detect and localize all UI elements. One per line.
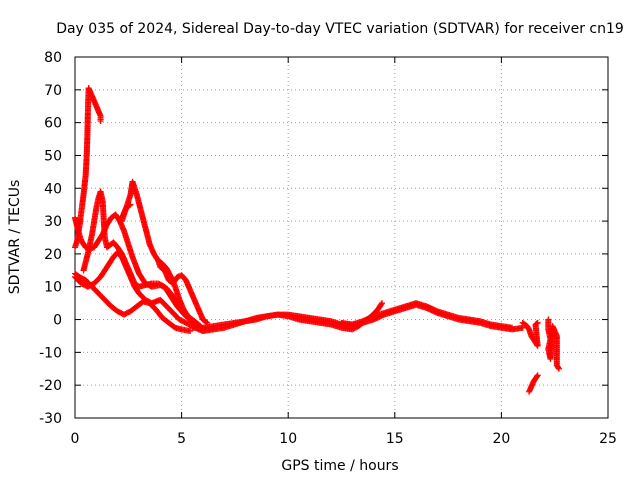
data-point	[187, 328, 194, 335]
grid	[75, 57, 608, 418]
series-trace-g	[118, 201, 211, 326]
plot-frame	[74, 56, 609, 419]
data-point	[509, 324, 516, 331]
y-tick-label: 40	[44, 181, 62, 197]
x-tick-label: 0	[71, 431, 80, 447]
y-tick-label: -30	[39, 411, 62, 427]
x-tick-label: 15	[386, 431, 404, 447]
y-tick-label: 20	[44, 247, 62, 263]
y-tick-label: 60	[44, 116, 62, 132]
series-scatter-tail	[519, 316, 562, 395]
data-point	[127, 201, 134, 208]
y-tick-label: 80	[44, 50, 62, 66]
y-tick-label: 50	[44, 148, 62, 164]
series-trace-d	[72, 270, 194, 335]
y-tick-label: -10	[39, 345, 62, 361]
data-point	[533, 320, 540, 327]
chart-title: Day 035 of 2024, Sidereal Day-to-day VTE…	[56, 21, 624, 37]
data-point	[555, 364, 562, 371]
y-tick-label: -20	[39, 378, 62, 394]
x-tick-label: 25	[599, 431, 617, 447]
x-tick-label: 10	[279, 431, 297, 447]
x-tick-label: 5	[177, 431, 186, 447]
y-tick-label: 0	[53, 313, 62, 329]
data-point	[534, 372, 541, 379]
data-point	[555, 365, 562, 372]
x-tick-label: 20	[492, 431, 510, 447]
data-point	[203, 319, 210, 326]
series-trace-j	[338, 300, 516, 331]
series-trace-c	[72, 249, 206, 335]
x-axis-title: GPS time / hours	[281, 458, 398, 474]
y-tick-label: 70	[44, 83, 62, 99]
series-trace-b	[72, 85, 104, 251]
data-point	[379, 300, 386, 307]
data-point	[126, 202, 133, 209]
y-tick-label: 30	[44, 214, 62, 230]
data-point	[97, 117, 104, 124]
data-point	[378, 301, 385, 308]
data-point	[533, 373, 540, 380]
series-trace-i	[199, 300, 386, 335]
data-marks	[72, 85, 562, 395]
y-tick-label: 10	[44, 280, 62, 296]
y-axis-title: SDTVAR / TECUs	[7, 180, 23, 295]
data-point	[534, 319, 541, 326]
axis-ticks: 0 5 10 15 20 25 -30 -20 -10 0 10 20 30 40 50 60 70 80	[39, 50, 617, 447]
